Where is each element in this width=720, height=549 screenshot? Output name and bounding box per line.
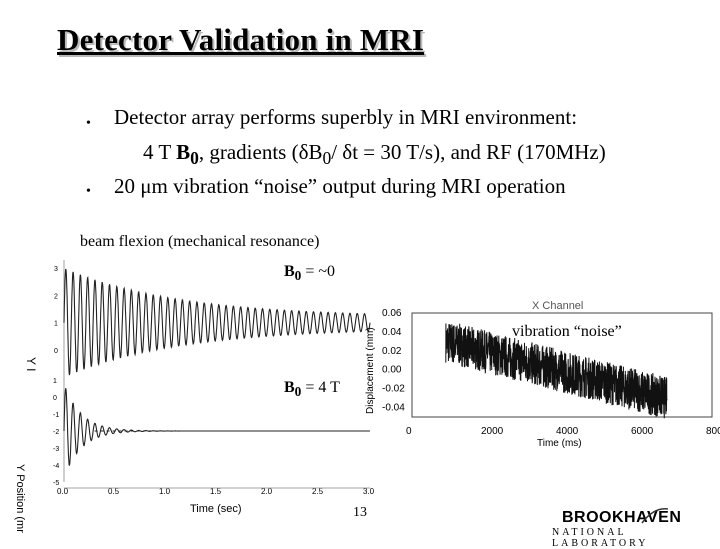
left-x-tick: 2.5 xyxy=(312,487,324,496)
right-x-tick: 6000 xyxy=(631,426,654,437)
bullet-1-line-2: 4 T B0, gradients (δB0/ δt = 30 T/s), an… xyxy=(143,140,606,169)
left-ylabel-bottom: Y Position (mr xyxy=(14,464,26,533)
left-y-tick-bottom: -4 xyxy=(53,463,59,470)
right-y-tick: 0.00 xyxy=(382,365,402,376)
left-ylabel-top: Y I xyxy=(24,357,38,371)
left-y-tick-top: 1 xyxy=(54,321,58,328)
left-x-tick: 2.0 xyxy=(261,487,273,496)
left-xlabel: Time (sec) xyxy=(190,503,242,515)
left-y-tick-bottom: -1 xyxy=(53,412,59,419)
vibration-noise-label: vibration “noise” xyxy=(512,323,622,340)
bullet-1-line-1: Detector array performs superbly in MRI … xyxy=(114,105,578,129)
logo-subtitle: NATIONAL LABORATORY xyxy=(552,527,649,549)
left-plot-heading: beam flexion (mechanical resonance) xyxy=(80,233,320,250)
right-y-tick: 0.04 xyxy=(382,327,402,338)
bullet-marker: • xyxy=(86,184,91,199)
left-y-tick-bottom: -3 xyxy=(53,446,59,453)
bullet-marker: • xyxy=(86,116,91,131)
right-ylabel: Displacement (mm) xyxy=(365,327,376,414)
page-number: 13 xyxy=(353,505,367,520)
left-x-tick: 0.5 xyxy=(108,487,120,496)
bullet-2-line-1: 20 μm vibration “noise” output during MR… xyxy=(114,174,566,198)
b0-zero-label: B0 = ~0 xyxy=(284,263,336,284)
b0-4t-label: B0 = 4 T xyxy=(284,379,340,400)
left-y-tick-bottom: -5 xyxy=(53,480,59,487)
left-x-tick: 1.0 xyxy=(159,487,171,496)
right-plot-frame xyxy=(411,312,713,418)
right-x-tick: 0 xyxy=(406,426,412,437)
right-x-tick: 800 xyxy=(706,426,720,437)
logo-swoosh-icon xyxy=(641,508,669,524)
left-y-tick-bottom: -2 xyxy=(53,429,59,436)
right-y-tick: -0.02 xyxy=(382,384,405,395)
slide-title: Detector Validation in MRI xyxy=(57,22,425,57)
left-x-tick: 3.0 xyxy=(363,487,375,496)
left-x-tick: 1.5 xyxy=(210,487,222,496)
right-y-tick: 0.02 xyxy=(382,346,402,357)
left-top-trace xyxy=(63,268,371,376)
left-x-tick: 0.0 xyxy=(57,487,69,496)
left-y-tick-top: 0 xyxy=(54,348,58,355)
left-y-tick-bottom: 0 xyxy=(53,395,57,402)
left-y-tick-bottom: 1 xyxy=(53,378,57,385)
right-y-tick: 0.06 xyxy=(382,308,402,319)
right-y-tick: -0.04 xyxy=(382,403,405,414)
left-chart: 0.0 0.5 1.0 1.5 2.0 2.5 3.0 3 2 1 0 1 0 -1 -2 -3 -4 -5 Y … xyxy=(14,260,375,533)
right-x-tick: 4000 xyxy=(556,426,579,437)
right-trace xyxy=(445,323,668,419)
right-x-tick: 2000 xyxy=(481,426,504,437)
left-y-tick-top: 3 xyxy=(54,266,58,273)
left-y-tick-top: 2 xyxy=(54,293,58,300)
right-xlabel: Time (ms) xyxy=(537,438,582,449)
right-chart: 0 2000 4000 6000 800 0.06 0.04 0.02 0.00 -0.02 -0.… xyxy=(365,300,720,449)
right-plot-title: X Channel xyxy=(532,300,583,312)
